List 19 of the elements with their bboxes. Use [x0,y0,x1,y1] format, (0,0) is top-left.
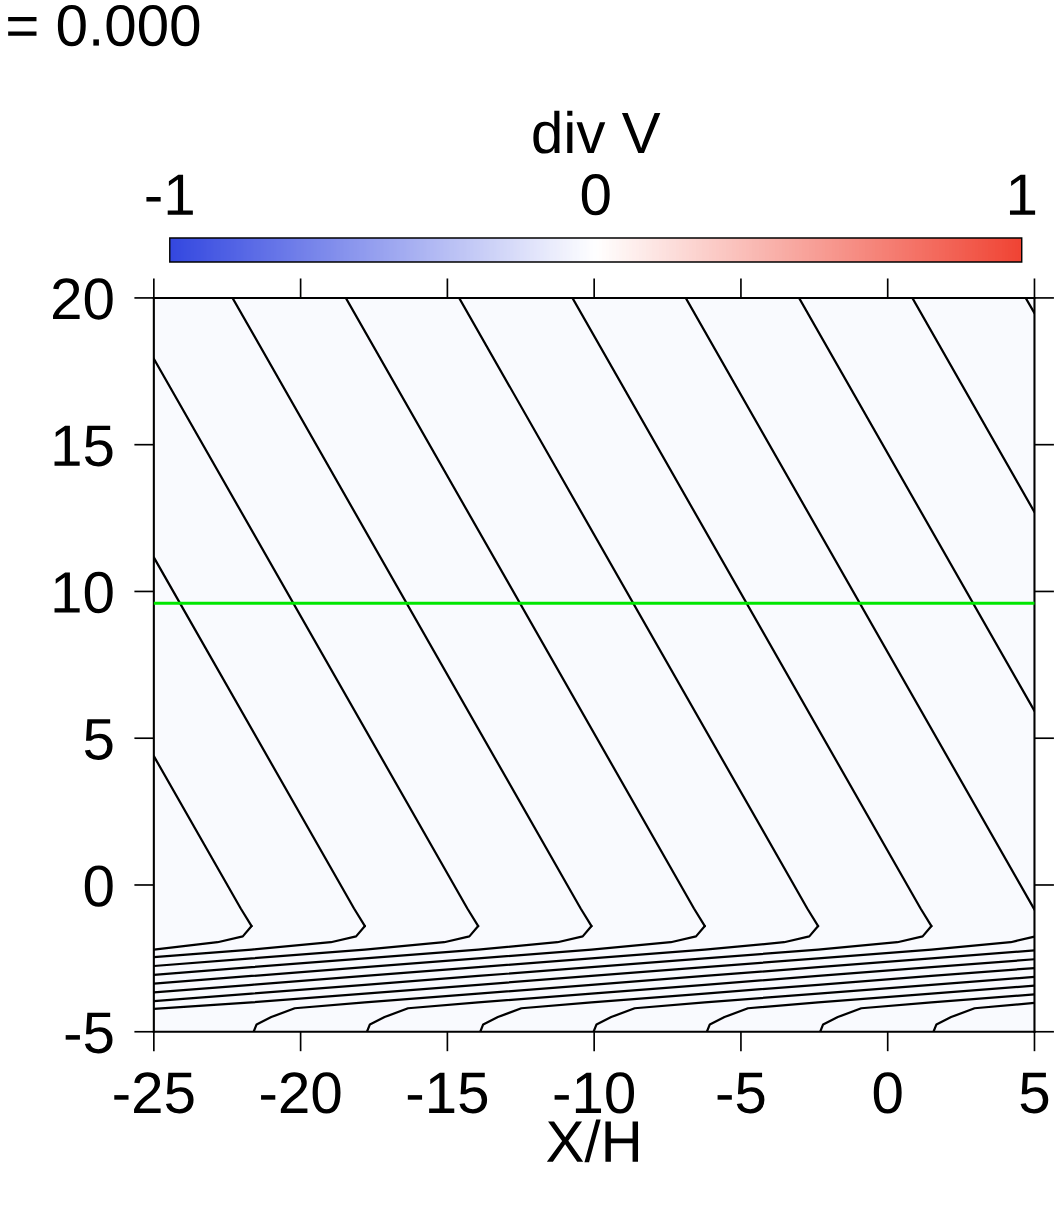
y-tick-label: 0 [84,865,113,907]
color-bar-label: -1 [146,174,193,215]
y-tick-label: -5 [65,1012,113,1054]
color-bar-title: div V [533,110,661,154]
y-tick-label: 10 [54,571,113,614]
y-tick-label: 20 [53,278,113,320]
x-tick-label: 0 [873,1072,902,1114]
color-bar-label: 0 [581,174,610,216]
x-tick-label: -5 [717,1072,765,1114]
x-tick-label: -20 [261,1072,341,1114]
x-axis-title: X/H [546,1119,639,1163]
x-tick-label: 5 [1020,1072,1049,1114]
x-tick-label: -15 [407,1072,488,1114]
color-bar-label: 1 [1009,174,1036,215]
y-tick-label: 5 [84,719,113,760]
y-tick-label: 15 [54,425,113,467]
text: = 0.000 [8,4,200,47]
x-tick-label: -10 [554,1072,635,1114]
x-tick-label: -25 [114,1072,194,1114]
